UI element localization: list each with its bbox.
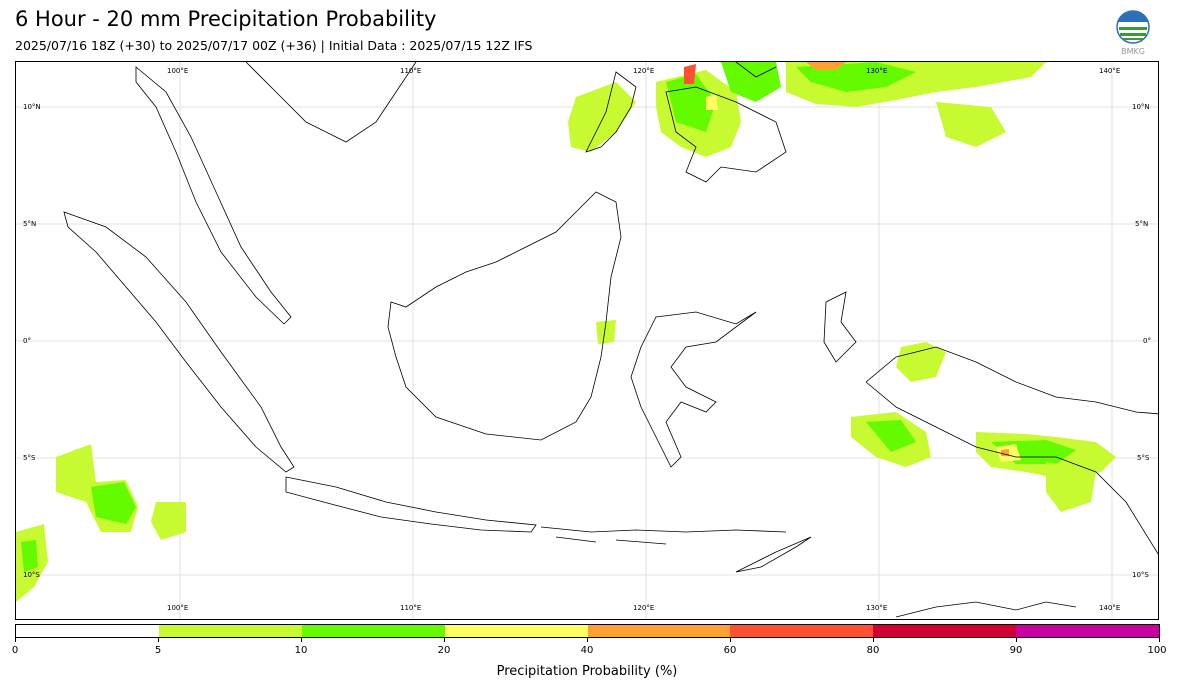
colorbar-tick-20: 20 xyxy=(437,645,451,656)
colorbar-segment-10-20 xyxy=(301,625,445,637)
lat-label-10n-left: 10°N xyxy=(23,103,41,111)
lon-label-120e-top: 120°E xyxy=(633,67,655,75)
colorbar-label: Precipitation Probability (%) xyxy=(496,664,678,679)
colorbar-segment-60-80 xyxy=(730,625,874,637)
colorbar-tick-100: 100 xyxy=(1147,645,1167,656)
colorbar-segment-90-100 xyxy=(1016,625,1159,637)
lon-label-140e-bottom: 140°E xyxy=(1099,604,1121,612)
lat-label-5s-right: 5°S xyxy=(1137,454,1150,462)
lon-label-100e-bottom: 100°E xyxy=(167,604,189,612)
lat-label-5s-left: 5°S xyxy=(23,454,36,462)
chart-subtitle: 2025/07/16 18Z (+30) to 2025/07/17 00Z (… xyxy=(15,38,533,53)
lon-label-110e-top: 110°E xyxy=(400,67,422,75)
colorbar-segment-0-5 xyxy=(16,625,159,637)
colorbar-tick-90: 90 xyxy=(1009,645,1023,656)
lon-label-140e-top: 140°E xyxy=(1099,67,1121,75)
lat-label-5n-right: 5°N xyxy=(1135,220,1149,228)
precip-shading xyxy=(16,62,1116,602)
lon-label-130e-top: 130°E xyxy=(866,67,888,75)
lon-label-110e-bottom: 110°E xyxy=(400,604,422,612)
colorbar-tick-80: 80 xyxy=(866,645,880,656)
lon-label-100e-top: 100°E xyxy=(167,67,189,75)
colorbar xyxy=(15,624,1160,638)
lat-label-10n-right: 10°N xyxy=(1132,103,1150,111)
colorbar-tick-0: 0 xyxy=(11,645,19,656)
lat-label-10s-left: 10°S xyxy=(23,571,40,579)
colorbar-tick-5: 5 xyxy=(154,645,162,656)
colorbar-segment-80-90 xyxy=(873,625,1017,637)
coastlines xyxy=(63,62,1158,618)
map-panel: 100°E 110°E 120°E 130°E 140°E 100°E 110°… xyxy=(15,61,1159,620)
lat-label-10s-right: 10°S xyxy=(1132,571,1149,579)
colorbar-segment-40-60 xyxy=(587,625,731,637)
lat-label-0-right: 0° xyxy=(1143,337,1151,345)
colorbar-segment-20-40 xyxy=(444,625,588,637)
lon-label-120e-bottom: 120°E xyxy=(633,604,655,612)
chart-title: 6 Hour - 20 mm Precipitation Probability xyxy=(15,7,437,31)
colorbar-segment-5-10 xyxy=(158,625,302,637)
lon-label-130e-bottom: 130°E xyxy=(866,604,888,612)
lat-label-0-left: 0° xyxy=(23,337,31,345)
colorbar-tick-60: 60 xyxy=(723,645,737,656)
colorbar-tick-10: 10 xyxy=(294,645,308,656)
map-canvas xyxy=(16,62,1158,619)
bmkg-logo-icon: BMKG xyxy=(1114,10,1152,56)
logo-text: BMKG xyxy=(1121,47,1145,56)
colorbar-tick-40: 40 xyxy=(580,645,594,656)
lat-label-5n-left: 5°N xyxy=(23,220,37,228)
